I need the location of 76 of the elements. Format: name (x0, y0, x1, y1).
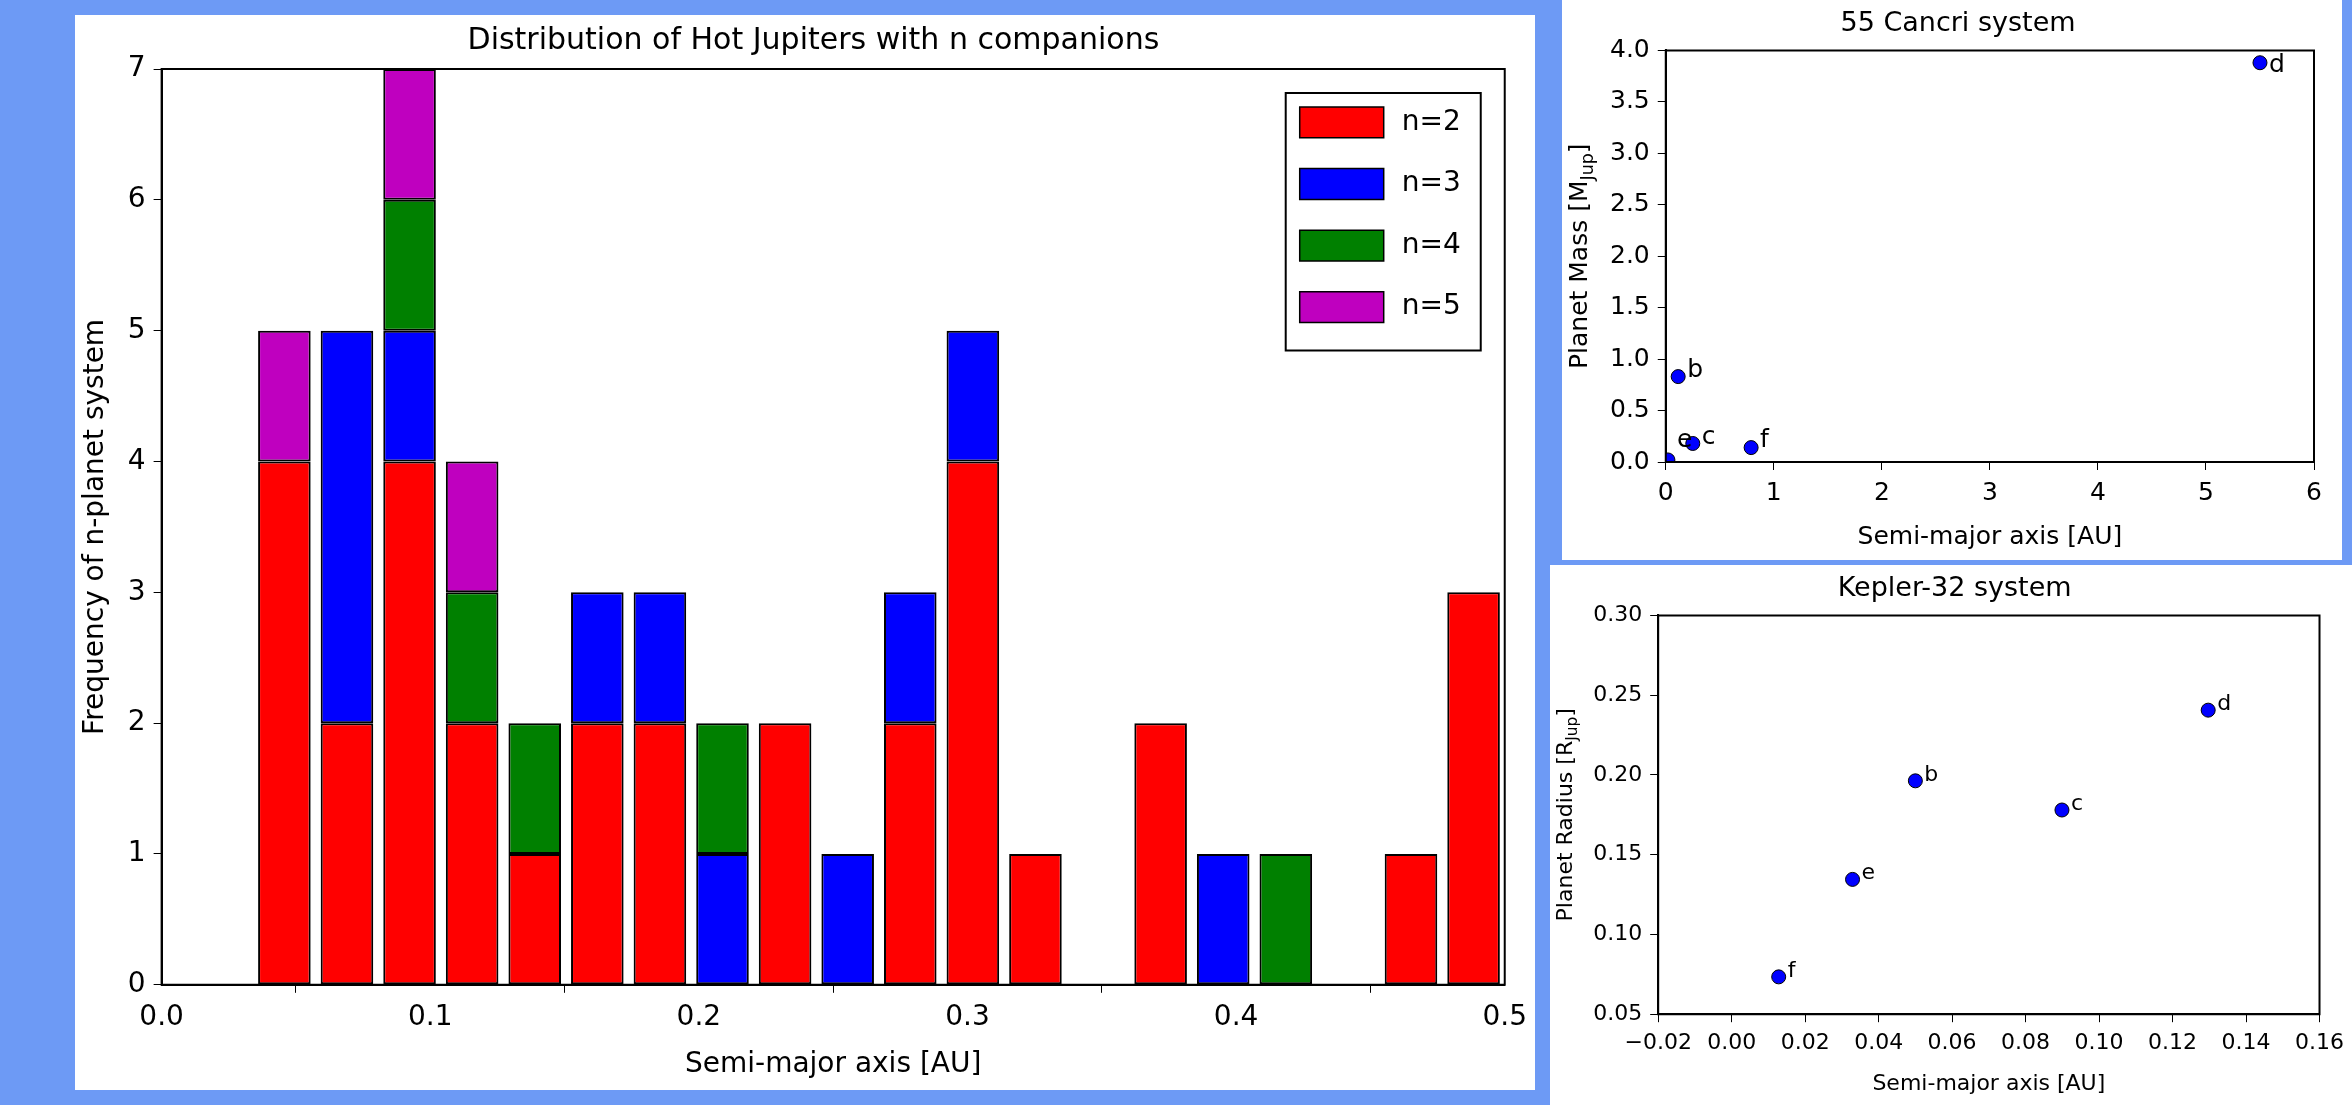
point (1743, 440, 1759, 456)
y-tick-label: 4.0 (1609, 33, 1650, 63)
annotation: f (1760, 424, 1771, 454)
annotation: d (2217, 689, 2232, 715)
y-tick-label: 1.5 (1609, 291, 1650, 321)
annotation: f (1787, 956, 1797, 982)
point (2252, 55, 2268, 71)
point (2200, 702, 2216, 718)
y-tick-label: 2.0 (1609, 239, 1650, 269)
chart-title: Distribution of Hot Jupiters with n companions (467, 20, 1160, 56)
y-tick-label: 2 (127, 704, 146, 738)
y-tick-label: 1.0 (1609, 342, 1650, 372)
y-tick-label: 0.5 (1609, 394, 1650, 424)
x-tick-label: 0.08 (2001, 1029, 2051, 1055)
annotation: c (2070, 789, 2084, 815)
x-tick-label: 3 (1981, 476, 1998, 506)
y-tick-label: 0.05 (1593, 999, 1643, 1025)
x-axis-title: Semi-major axis [AU] (1857, 520, 2123, 550)
x-tick-label: 0.4 (1213, 998, 1259, 1032)
point (1771, 969, 1787, 985)
point (1907, 773, 1923, 789)
y-axis-title: Frequency of n-planet system (77, 318, 111, 735)
point (1845, 871, 1861, 887)
annotation: d (2268, 49, 2285, 79)
x-tick-label: 0.06 (1927, 1029, 1977, 1055)
x-tick-label: 0.16 (2295, 1029, 2344, 1055)
x-tick-label: 0.1 (407, 998, 453, 1032)
annotation: b (1687, 354, 1704, 384)
x-tick-label: 0.00 (1707, 1029, 1757, 1055)
annotation: c (1701, 420, 1716, 450)
x-tick-label: 2 (1873, 476, 1890, 506)
x-tick-label: 0.14 (2221, 1029, 2271, 1055)
x-axis-title: Semi-major axis [AU] (1872, 1069, 2106, 1095)
chart-title: Kepler-32 system (1837, 571, 2072, 603)
y-tick-label: 6 (127, 181, 146, 215)
y-tick-label: 7 (127, 50, 146, 84)
legend-label: n=4 (1401, 226, 1461, 260)
legend-label: n=5 (1401, 288, 1461, 322)
chart-title: 55 Cancri system (1840, 6, 2076, 38)
y-tick-label: 2.5 (1609, 188, 1650, 218)
x-tick-label: 0.5 (1482, 998, 1527, 1032)
legend-label: n=2 (1401, 103, 1461, 137)
y-tick-label: 0.15 (1593, 840, 1643, 866)
x-tick-label: 0.2 (676, 998, 722, 1032)
point (2054, 802, 2070, 818)
x-tick-label: 1 (1765, 476, 1782, 506)
y-tick-label: 3 (127, 573, 146, 607)
legend-label: n=3 (1401, 165, 1461, 199)
y-tick-label: 3.5 (1609, 85, 1650, 115)
y-tick-label: 0 (127, 966, 146, 1000)
x-tick-label: 0.10 (2074, 1029, 2124, 1055)
annotation: b (1924, 760, 1939, 786)
y-tick-label: 4 (127, 442, 146, 476)
x-tick-label: 6 (2306, 476, 2322, 506)
y-tick-label: 0.20 (1593, 760, 1643, 786)
x-tick-label: 4 (2089, 476, 2106, 506)
y-tick-label: 0.10 (1593, 920, 1643, 946)
y-axis-title: Planet Radius [RJup] (1552, 708, 1582, 922)
y-tick-label: 0.30 (1593, 601, 1643, 627)
x-tick-label: 0.3 (945, 998, 990, 1032)
y-tick-label: 0.25 (1593, 680, 1643, 706)
x-tick-label: 0.02 (1780, 1029, 1830, 1055)
x-tick-label: 5 (2198, 476, 2214, 506)
x-tick-label: 0 (1657, 476, 1674, 506)
y-tick-label: 0.0 (1609, 445, 1650, 475)
x-tick-label: 0.04 (1854, 1029, 1904, 1055)
point (1670, 369, 1686, 385)
y-tick-label: 5 (127, 311, 146, 345)
x-axis-title: Semi-major axis [AU] (684, 1046, 982, 1080)
y-axis-title: Planet Mass [MJup] (1564, 143, 1597, 370)
x-tick-label: −0.02 (1624, 1029, 1692, 1055)
annotation: e (1861, 859, 1876, 885)
y-tick-label: 3.0 (1609, 136, 1650, 166)
annotation: e (1676, 424, 1693, 454)
x-tick-label: 0.12 (2148, 1029, 2198, 1055)
y-tick-label: 1 (127, 835, 146, 869)
